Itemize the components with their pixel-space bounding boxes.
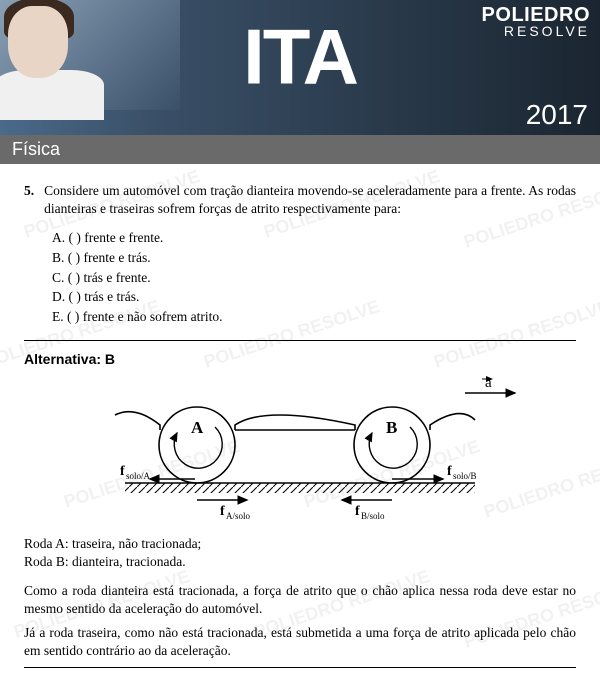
svg-text:A/solo: A/solo bbox=[226, 511, 251, 521]
svg-text:f: f bbox=[355, 504, 360, 519]
question-text: Considere um automóvel com tração diante… bbox=[44, 182, 576, 218]
exam-title: ITA bbox=[243, 11, 357, 102]
option-c: C. ( ) trás e frente. bbox=[52, 268, 576, 288]
brand-tagline: RESOLVE bbox=[482, 25, 590, 38]
option-a: A. ( ) frente e frente. bbox=[52, 228, 576, 248]
divider bbox=[24, 340, 576, 341]
svg-text:solo/A: solo/A bbox=[126, 471, 151, 481]
wheel-a-desc: Roda A: traseira, não tracionada; bbox=[24, 535, 576, 553]
photo-face bbox=[8, 6, 68, 78]
diagram-container: a A B f solo/A f solo/B bbox=[24, 375, 576, 525]
svg-text:B/solo: B/solo bbox=[361, 511, 385, 521]
option-b: B. ( ) frente e trás. bbox=[52, 248, 576, 268]
svg-text:f: f bbox=[220, 504, 225, 519]
option-e: E. ( ) frente e não sofrem atrito. bbox=[52, 307, 576, 327]
subject-bar: Física bbox=[0, 135, 600, 164]
svg-text:f: f bbox=[447, 464, 452, 479]
exam-year: 2017 bbox=[526, 99, 588, 131]
option-d: D. ( ) trás e trás. bbox=[52, 287, 576, 307]
wheel-description: Roda A: traseira, não tracionada; Roda B… bbox=[24, 535, 576, 571]
brand-logo: POLIEDRO RESOLVE bbox=[482, 6, 590, 38]
answer-label: Alternativa: B bbox=[24, 351, 576, 367]
photo-shirt bbox=[0, 70, 104, 120]
question-block: 5. Considere um automóvel com tração dia… bbox=[24, 182, 576, 218]
content-area: POLIEDRO RESOLVE POLIEDRO RESOLVE POLIED… bbox=[0, 164, 600, 684]
explanation-para-1: Como a roda dianteira está tracionada, a… bbox=[24, 582, 576, 618]
svg-text:f: f bbox=[120, 464, 125, 479]
svg-text:solo/B: solo/B bbox=[453, 471, 477, 481]
svg-text:a: a bbox=[485, 375, 492, 391]
wheel-b-label: B bbox=[386, 418, 397, 437]
header-banner: ITA POLIEDRO RESOLVE 2017 bbox=[0, 0, 600, 135]
wheel-b-desc: Roda B: dianteira, tracionada. bbox=[24, 553, 576, 571]
question-number: 5. bbox=[24, 182, 34, 218]
explanation-para-2: Já a roda traseira, como não está tracio… bbox=[24, 624, 576, 660]
options-list: A. ( ) frente e frente. B. ( ) frente e … bbox=[52, 228, 576, 326]
student-photo bbox=[0, 0, 180, 110]
physics-diagram: a A B f solo/A f solo/B bbox=[65, 375, 535, 525]
wheel-a-label: A bbox=[191, 418, 204, 437]
divider-bottom bbox=[24, 667, 576, 668]
